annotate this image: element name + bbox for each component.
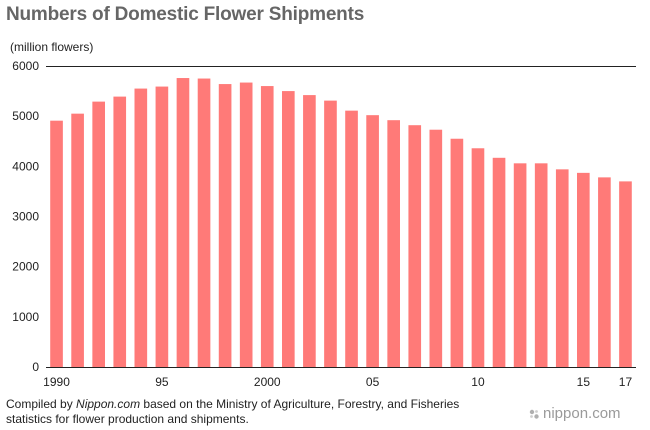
bar <box>282 91 295 367</box>
bar <box>534 163 548 367</box>
bar <box>324 100 337 368</box>
bar <box>429 129 443 367</box>
bar <box>260 86 274 368</box>
bar <box>303 95 316 367</box>
bar <box>471 148 485 367</box>
bar <box>113 96 127 367</box>
bar <box>598 177 611 367</box>
source-suffix: based on the Ministry of Agriculture, Fo… <box>6 397 460 426</box>
nippon-logo-icon <box>529 409 539 419</box>
bar <box>366 115 379 367</box>
y-tick-label: 1000 <box>12 310 39 324</box>
x-tick-label: 95 <box>155 375 169 389</box>
bar <box>218 84 232 367</box>
bar <box>619 181 632 367</box>
y-tick-label: 4000 <box>12 159 39 173</box>
y-tick-label: 5000 <box>12 109 39 123</box>
source-name: Nippon.com <box>76 397 141 411</box>
x-tick-label: 17 <box>619 375 633 389</box>
bar <box>555 169 569 367</box>
bar <box>408 125 422 368</box>
y-tick-label: 3000 <box>12 210 39 224</box>
y-axis-label: (million flowers) <box>10 40 93 54</box>
y-tick-label: 2000 <box>12 260 39 274</box>
y-tick-label: 6000 <box>12 59 39 73</box>
bar <box>50 120 63 367</box>
source-prefix: Compiled by <box>6 397 77 411</box>
source-note: Compiled by Nippon.com based on the Mini… <box>6 397 506 427</box>
bar <box>387 120 400 368</box>
bar <box>155 86 169 368</box>
bar <box>577 172 590 367</box>
nippon-logo: nippon.com <box>528 405 621 422</box>
bar <box>71 113 84 368</box>
chart-title: Numbers of Domestic Flower Shipments <box>6 4 365 25</box>
bar <box>197 78 211 368</box>
bar-chart: (million flowers) 0 1000 2000 3000 4000 5000 6… <box>10 40 636 389</box>
bar <box>345 110 358 368</box>
bar <box>239 82 253 368</box>
bar <box>134 88 148 367</box>
x-tick-label: 15 <box>577 375 591 389</box>
bar <box>492 157 506 367</box>
bar <box>176 78 190 367</box>
x-tick-label: 1990 <box>43 375 70 389</box>
y-tick-label: 0 <box>32 360 39 374</box>
bar <box>450 138 464 367</box>
bar <box>513 163 527 367</box>
logo-text: nippon.com <box>543 405 621 422</box>
x-tick-label: 05 <box>366 375 380 389</box>
x-tick-label: 2000 <box>254 375 281 389</box>
x-tick-label: 10 <box>471 375 485 389</box>
bar <box>92 101 105 367</box>
